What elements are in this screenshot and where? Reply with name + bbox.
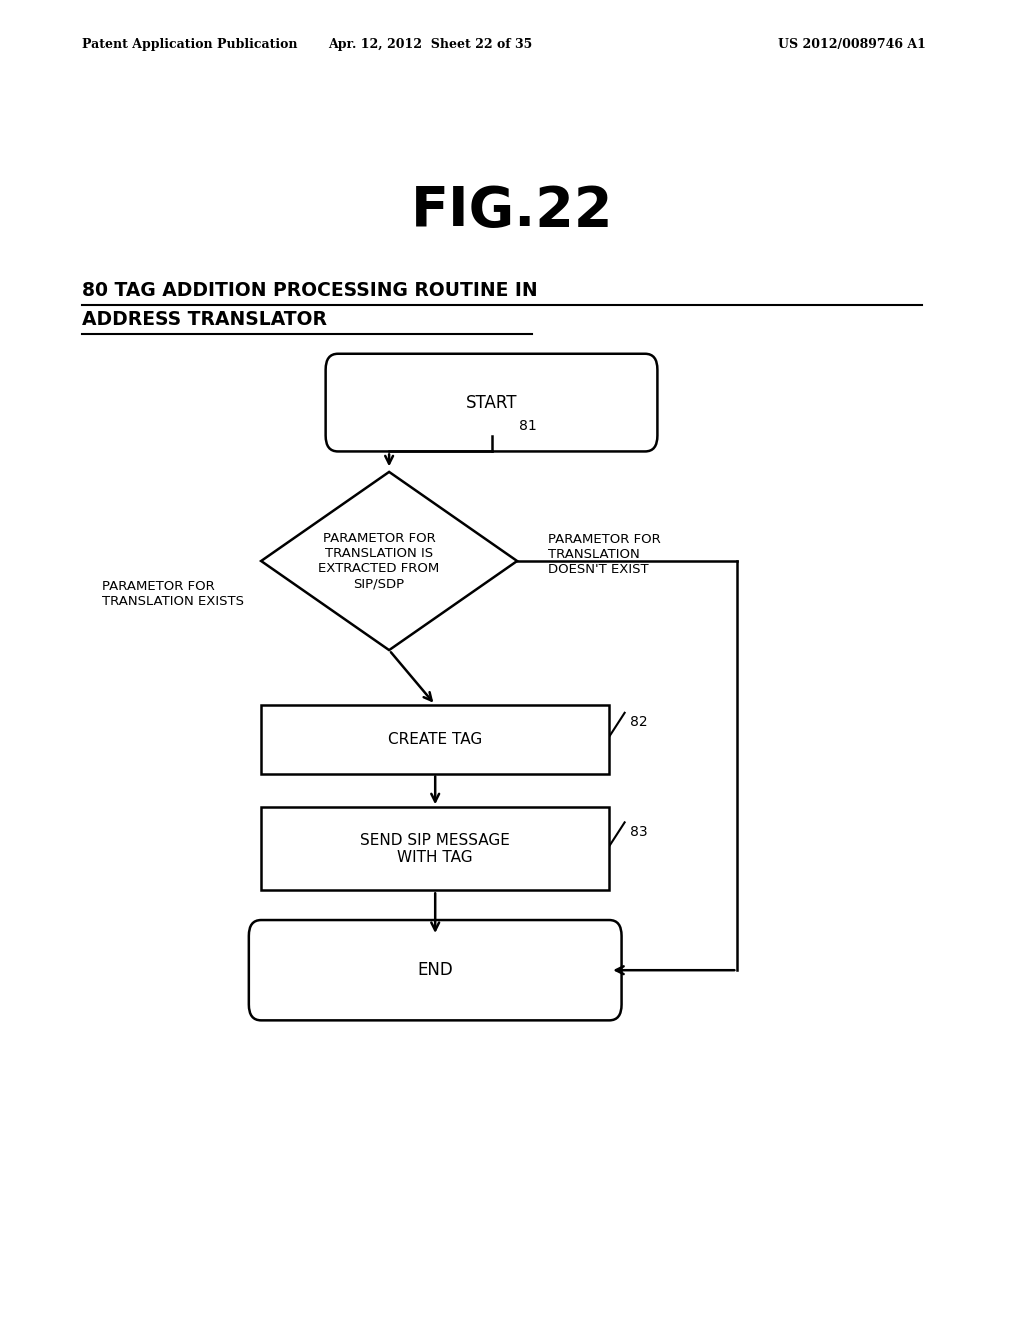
Text: 80 TAG ADDITION PROCESSING ROUTINE IN: 80 TAG ADDITION PROCESSING ROUTINE IN: [82, 281, 538, 300]
Polygon shape: [261, 473, 517, 651]
Text: ADDRESS TRANSLATOR: ADDRESS TRANSLATOR: [82, 310, 327, 329]
Text: PARAMETOR FOR
TRANSLATION EXISTS: PARAMETOR FOR TRANSLATION EXISTS: [102, 579, 245, 609]
Text: START: START: [466, 393, 517, 412]
FancyBboxPatch shape: [249, 920, 622, 1020]
Bar: [261, 705, 609, 774]
Bar: [261, 807, 609, 890]
Text: Patent Application Publication: Patent Application Publication: [82, 38, 297, 51]
Text: PARAMETOR FOR
TRANSLATION IS
EXTRACTED FROM
SIP/SDP: PARAMETOR FOR TRANSLATION IS EXTRACTED F…: [318, 532, 439, 590]
Text: 82: 82: [630, 715, 647, 729]
Text: CREATE TAG: CREATE TAG: [388, 731, 482, 747]
Text: 83: 83: [630, 825, 647, 838]
Text: PARAMETOR FOR
TRANSLATION
DOESN'T EXIST: PARAMETOR FOR TRANSLATION DOESN'T EXIST: [548, 533, 660, 576]
Text: US 2012/0089746 A1: US 2012/0089746 A1: [778, 38, 926, 51]
Text: SEND SIP MESSAGE
WITH TAG: SEND SIP MESSAGE WITH TAG: [360, 833, 510, 865]
Text: FIG.22: FIG.22: [411, 185, 613, 238]
Text: END: END: [418, 961, 453, 979]
Text: Apr. 12, 2012  Sheet 22 of 35: Apr. 12, 2012 Sheet 22 of 35: [328, 38, 532, 51]
FancyBboxPatch shape: [326, 354, 657, 451]
Text: 81: 81: [519, 418, 537, 433]
